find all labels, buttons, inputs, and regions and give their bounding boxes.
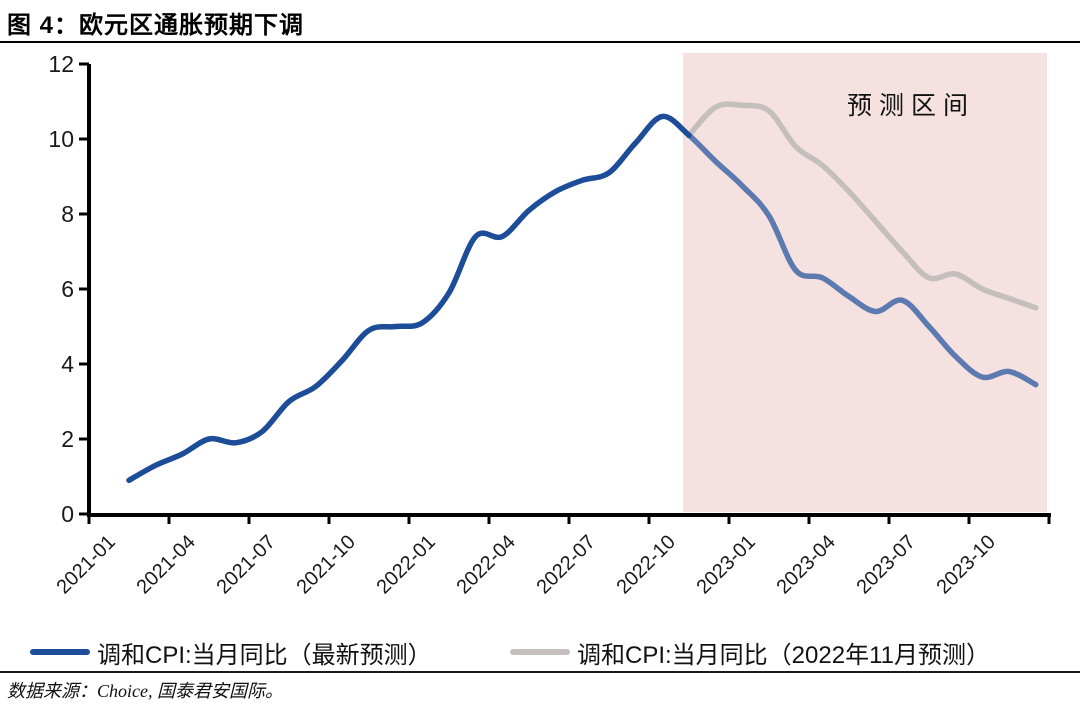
legend-swatch-latest-forecast xyxy=(30,649,90,655)
series-latest-forecast-line xyxy=(686,132,1039,388)
legend-item-nov2022-forecast: 调和CPI:当月同比（2022年11月预测） xyxy=(510,637,990,669)
y-tick-label: 6 xyxy=(61,276,74,302)
series-nov2022-forecast-line xyxy=(686,101,1039,311)
forecast-region-label: 预测区间 xyxy=(846,93,975,120)
y-tick-label: 4 xyxy=(61,351,74,377)
y-tick-label: 0 xyxy=(61,501,74,527)
series-latest-actual-line xyxy=(126,113,692,484)
forecast-region xyxy=(683,53,1047,512)
legend-item-latest-forecast: 调和CPI:当月同比（最新预测） xyxy=(30,637,432,669)
y-tick-label: 10 xyxy=(48,126,74,152)
figure-title: 图 4：欧元区通胀预期下调 xyxy=(7,12,305,39)
data-source-note: 数据来源：Choice, 国泰君安国际。 xyxy=(7,681,283,701)
legend-label-latest-forecast: 调和CPI:当月同比（最新预测） xyxy=(97,641,432,669)
footer-separator-line xyxy=(0,671,1080,673)
legend-label-nov2022-forecast: 调和CPI:当月同比（2022年11月预测） xyxy=(577,641,990,669)
y-tick-label: 12 xyxy=(48,51,74,77)
y-tick-label: 2 xyxy=(61,426,74,452)
legend-swatch-nov2022-forecast xyxy=(510,649,570,655)
title-separator-line xyxy=(0,41,1080,43)
y-tick-label: 8 xyxy=(61,201,74,227)
